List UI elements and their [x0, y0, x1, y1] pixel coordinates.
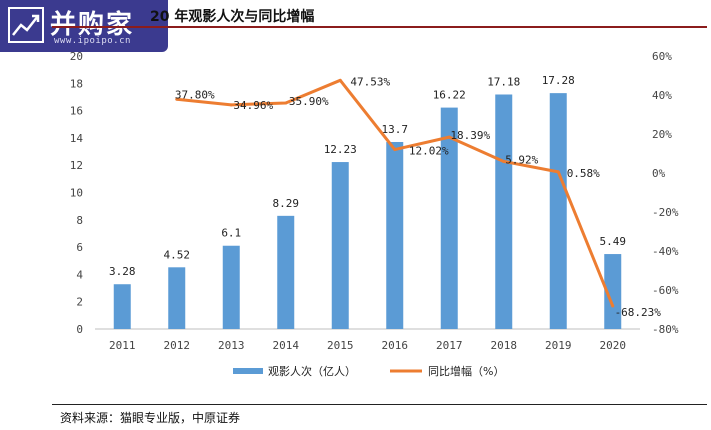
y-right-tick-label: 40% — [652, 89, 672, 102]
logo-text: 并购家 — [50, 10, 135, 40]
line-data-label: 0.58% — [567, 167, 600, 180]
legend-label-bar: 观影人次（亿人） — [268, 364, 356, 378]
figure-title: 20 年观影人次与同比增幅 — [150, 6, 314, 26]
chart-growth-icon — [8, 7, 44, 43]
x-tick-label: 2013 — [218, 339, 245, 352]
line-data-labels: 37.80% 34.96% 35.90% 47.53% 12.02%18.39% 5.92… — [175, 75, 661, 319]
x-tick-label: 2019 — [545, 339, 572, 352]
bar — [440, 107, 458, 329]
y-left-tick-label: 10 — [70, 187, 83, 200]
y-left-tick-label: 20 — [70, 50, 83, 63]
line-series — [175, 78, 615, 308]
x-tick-label: 2016 — [382, 339, 409, 352]
y-left-tick-label: 18 — [70, 77, 83, 90]
bar — [604, 254, 622, 329]
line-point — [556, 170, 560, 174]
legend-swatch-bar — [233, 368, 263, 374]
line-data-label: 34.96% — [233, 99, 273, 112]
line-data-label: 5.92% — [505, 153, 538, 166]
line-point — [502, 159, 506, 163]
line-data-label: 47.53% — [350, 75, 390, 88]
line-data-label: 37.80% — [175, 88, 215, 101]
chart-legend: 观影人次（亿人） 同比增幅（%） — [233, 364, 504, 378]
bar — [386, 141, 404, 329]
y-left-tick-label: 0 — [76, 323, 83, 336]
line-point — [447, 135, 451, 139]
line-data-label: 35.90% — [289, 95, 329, 108]
y-left-tick-label: 16 — [70, 105, 83, 118]
y-left-tick-label: 6 — [76, 241, 83, 254]
y-left-tick-label: 14 — [70, 132, 84, 145]
bar — [331, 162, 349, 329]
bar-data-label: 17.18 — [487, 75, 520, 88]
logo-url: www.ipoipo.cn — [54, 36, 131, 46]
bar-series — [113, 93, 622, 330]
bar — [549, 93, 567, 330]
line-data-label: 12.02% — [409, 145, 449, 158]
bar-data-label: 12.23 — [324, 143, 357, 156]
line-point — [611, 304, 615, 308]
y-right-tick-label: -40% — [652, 245, 679, 258]
y-left-tick-label: 4 — [76, 268, 83, 281]
line-point — [393, 148, 397, 152]
y-right-tick-label: 20% — [652, 128, 672, 141]
source-rule — [52, 404, 707, 405]
bar-data-label: 8.29 — [273, 197, 300, 210]
figure-title-text: 20 年观影人次与同比增幅 — [150, 9, 315, 25]
source-note: 资料来源：猫眼专业版，中原证券 — [60, 411, 241, 425]
y-right-tick-label: -80% — [652, 323, 679, 336]
y-left-tick-label: 2 — [76, 296, 83, 309]
line-point — [338, 78, 342, 82]
bar-data-label: 5.49 — [600, 235, 627, 248]
line-point — [175, 97, 179, 101]
x-tick-label: 2018 — [491, 339, 518, 352]
bar — [113, 284, 131, 329]
legend-label-line: 同比增幅（%） — [428, 364, 504, 378]
bar-data-label: 13.7 — [382, 123, 409, 136]
bar-data-label: 17.28 — [542, 74, 575, 87]
line-point — [229, 103, 233, 107]
bar-data-label: 4.52 — [164, 248, 191, 261]
x-tick-label: 2020 — [600, 339, 627, 352]
title-rule — [52, 26, 707, 28]
bar-data-label: 6.1 — [221, 227, 241, 240]
bar-data-label: 16.22 — [433, 89, 466, 102]
y-left-tick-label: 12 — [70, 159, 83, 172]
x-tick-label: 2017 — [436, 339, 463, 352]
line-point — [284, 101, 288, 105]
bar — [222, 245, 240, 329]
bar — [495, 94, 513, 329]
x-tick-label: 2014 — [273, 339, 300, 352]
x-tick-label: 2011 — [109, 339, 136, 352]
y-right-tick-label: 60% — [652, 50, 672, 63]
x-tick-label: 2015 — [327, 339, 354, 352]
y-right-tick-label: -20% — [652, 206, 679, 219]
bar-data-labels: 3.28 4.52 6.1 8.29 12.23 13.7 16.22 17.18 17.28 5… — [109, 74, 626, 278]
y-right-tick-label: 0% — [652, 167, 666, 180]
bar — [168, 267, 186, 329]
x-tick-label: 2012 — [164, 339, 191, 352]
bar — [277, 215, 295, 329]
chart-axes: 0 2 4 6 8 10 12 14 16 18 20 -80% -60% -40% -20% 0% 20% 40… — [70, 50, 679, 352]
y-left-tick-label: 8 — [76, 214, 83, 227]
line-data-label: 18.39% — [450, 129, 490, 142]
bar-data-label: 3.28 — [109, 265, 136, 278]
line-data-label: -68.23% — [615, 306, 662, 319]
y-right-tick-label: -60% — [652, 284, 679, 297]
